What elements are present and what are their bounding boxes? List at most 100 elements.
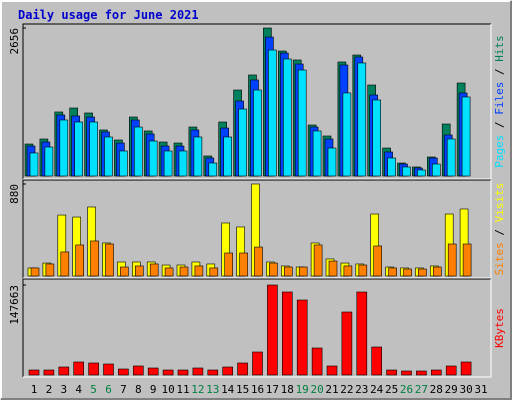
bar	[74, 121, 83, 177]
bar	[149, 263, 159, 277]
panel-border	[22, 278, 491, 377]
bar-group	[432, 266, 442, 277]
bar-group	[447, 243, 457, 277]
bar	[177, 369, 189, 376]
bar-group	[371, 346, 383, 376]
bar	[371, 346, 383, 376]
bar-group	[312, 130, 322, 177]
x-tick-label: 10	[161, 383, 174, 396]
bar	[388, 267, 397, 277]
legend: KBytes	[493, 308, 506, 348]
bar-group	[30, 267, 40, 277]
bar	[222, 366, 233, 376]
bar-group	[326, 365, 338, 376]
bar-group	[74, 121, 83, 177]
x-tick-label: 31	[474, 383, 487, 396]
bar	[342, 92, 352, 177]
legend-separator: /	[493, 115, 506, 135]
bar-group	[28, 369, 40, 376]
y-tick-label: 147663	[8, 285, 21, 325]
bar	[283, 266, 293, 277]
bar	[43, 369, 55, 376]
bar	[282, 58, 292, 177]
bar	[134, 126, 143, 177]
bar-group	[402, 166, 411, 177]
bar-group	[88, 362, 99, 376]
bar-group	[416, 370, 427, 376]
bar-group	[461, 96, 471, 177]
bar	[327, 147, 337, 177]
bar	[416, 370, 427, 376]
bar	[119, 150, 128, 177]
bar	[105, 243, 114, 277]
bar-group	[430, 369, 442, 376]
bar-group	[388, 267, 397, 277]
legend-separator: /	[493, 62, 506, 82]
x-tick-label: 22	[340, 383, 353, 396]
bar	[461, 96, 471, 177]
bar	[358, 264, 368, 277]
bar-group	[194, 265, 204, 277]
bar-group	[193, 136, 203, 177]
bar-group	[342, 92, 352, 177]
x-tick-label: 20	[310, 383, 323, 396]
bar	[224, 252, 233, 277]
legend-entry: Pages	[493, 135, 506, 168]
panel-border	[22, 179, 491, 278]
bar	[297, 69, 307, 177]
bar-group	[343, 265, 353, 277]
bar	[311, 347, 323, 376]
x-tick-label: 3	[60, 383, 67, 396]
bar	[253, 89, 262, 177]
x-tick-label: 19	[296, 383, 309, 396]
bar	[207, 369, 219, 376]
bar	[147, 367, 159, 376]
bar-group	[356, 291, 368, 376]
bar-group	[418, 268, 427, 277]
bar	[328, 260, 338, 277]
bar	[239, 252, 248, 277]
bar-group	[73, 361, 84, 376]
bar	[312, 130, 322, 177]
bar	[267, 284, 278, 376]
bar-group	[313, 244, 323, 277]
x-tick-label: 11	[176, 383, 189, 396]
bar-group	[403, 268, 412, 277]
x-tick-label: 30	[459, 383, 472, 396]
bar-group	[387, 157, 396, 177]
bar-group	[119, 150, 128, 177]
bar	[462, 243, 472, 277]
bar-group	[149, 263, 159, 277]
legend-entry: Hits	[493, 35, 506, 62]
x-tick-label: 8	[135, 383, 142, 396]
bar	[208, 162, 218, 177]
bar	[445, 365, 457, 376]
bar	[432, 266, 442, 277]
bar	[356, 291, 368, 376]
bar	[298, 266, 308, 277]
bar	[386, 369, 397, 376]
bar	[403, 268, 412, 277]
bar	[341, 311, 353, 376]
panel-border	[23, 24, 492, 180]
bar-group	[177, 369, 189, 376]
bar	[30, 267, 40, 277]
bar-group	[224, 252, 233, 277]
bar-group	[327, 147, 337, 177]
bar	[164, 267, 174, 277]
bar	[431, 163, 441, 177]
bar	[223, 136, 232, 177]
bar	[313, 244, 323, 277]
bar-group	[148, 140, 158, 177]
bar-group	[192, 367, 204, 376]
bar	[209, 267, 219, 277]
x-tick-label: 17	[266, 383, 279, 396]
bar	[343, 265, 353, 277]
bar-group	[90, 240, 99, 277]
bar	[148, 140, 158, 177]
bar-group	[222, 366, 233, 376]
bar-group	[208, 162, 218, 177]
bar-group	[147, 367, 159, 376]
x-tick-label: 4	[75, 383, 82, 396]
bar	[104, 136, 113, 177]
